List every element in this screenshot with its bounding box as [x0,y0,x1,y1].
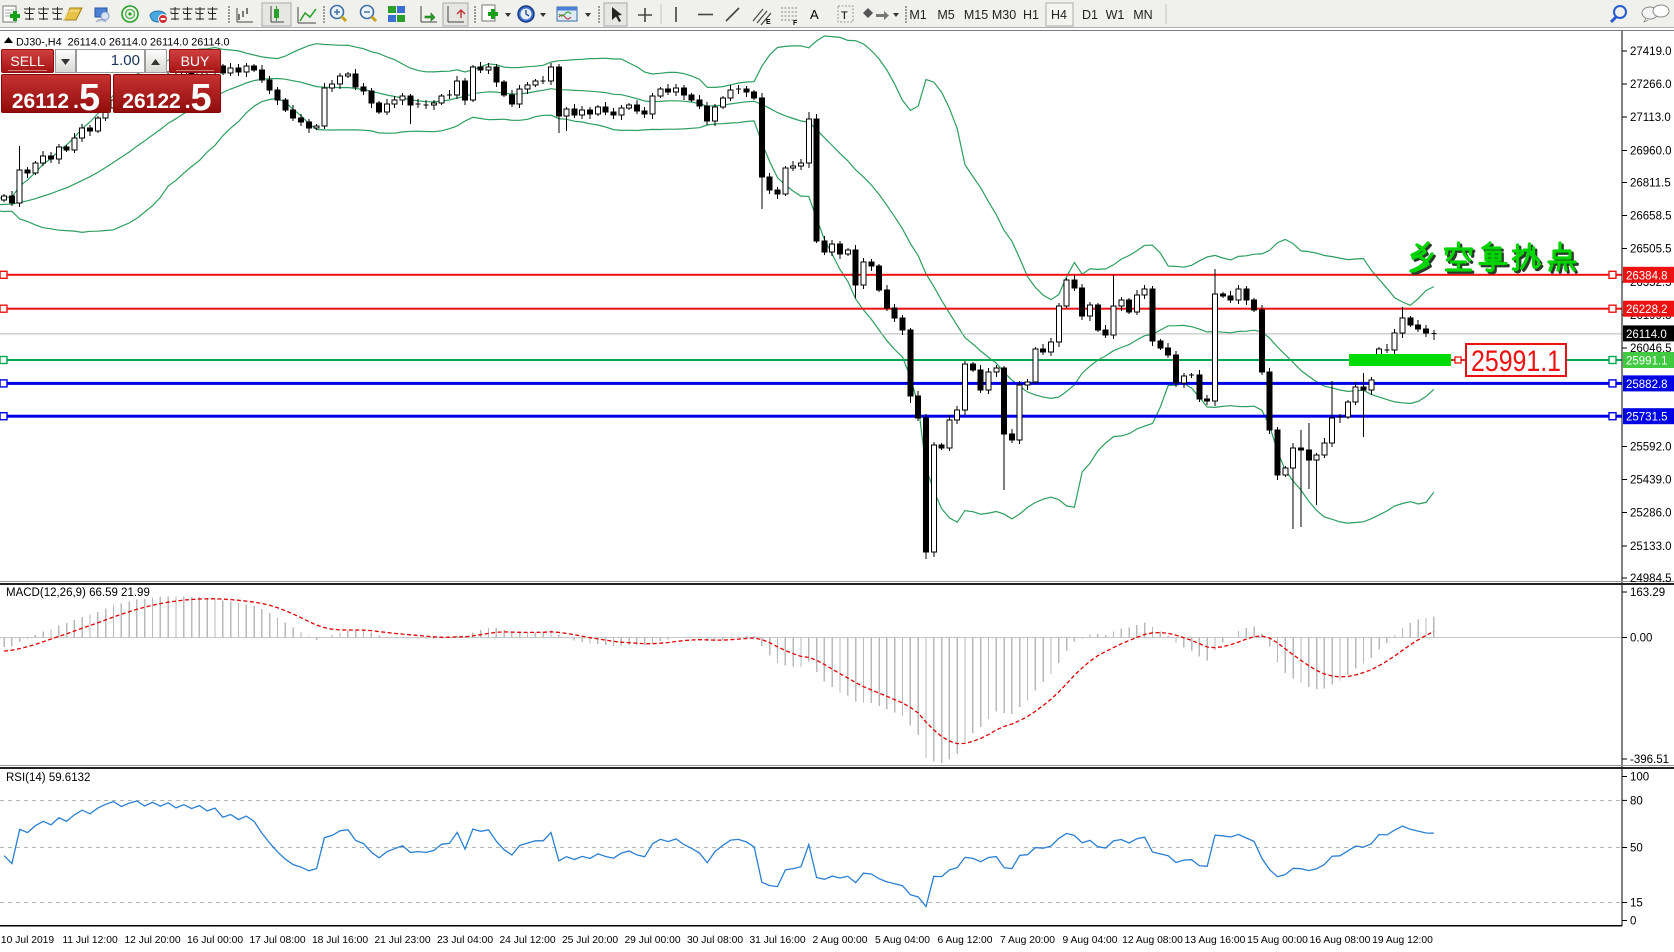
svg-text:0: 0 [1630,916,1636,928]
svg-text:M1: M1 [909,8,926,22]
svg-text:11 Jul 12:00: 11 Jul 12:00 [62,935,118,946]
svg-text:80: 80 [1630,795,1643,807]
svg-text:50: 50 [1630,843,1643,855]
svg-text:9 Aug 04:00: 9 Aug 04:00 [1063,935,1118,946]
svg-text:27113.0: 27113.0 [1630,112,1671,124]
svg-text:25991.1: 25991.1 [1626,356,1668,368]
svg-text:27266.0: 27266.0 [1630,79,1672,91]
svg-text:10 Jul 2019: 10 Jul 2019 [1,935,55,946]
svg-text:15: 15 [1630,898,1643,910]
svg-text:17 Jul 08:00: 17 Jul 08:00 [249,935,305,946]
svg-text:25133.0: 25133.0 [1630,541,1672,553]
svg-text:25731.5: 25731.5 [1626,412,1668,424]
svg-text:W1: W1 [1106,8,1125,22]
svg-text:RSI(14) 59.6132: RSI(14) 59.6132 [6,772,90,784]
svg-text:5 Aug 04:00: 5 Aug 04:00 [875,935,930,946]
svg-text:27419.0: 27419.0 [1630,46,1672,58]
svg-text:6 Aug 12:00: 6 Aug 12:00 [938,935,993,946]
svg-text:H4: H4 [1051,8,1067,22]
svg-text:30 Jul 08:00: 30 Jul 08:00 [687,935,743,946]
svg-text:M15: M15 [964,8,988,22]
svg-text:-396.51: -396.51 [1630,754,1669,766]
svg-text:MACD(12,26,9) 66.59 21.99: MACD(12,26,9) 66.59 21.99 [6,587,150,599]
svg-text:25991.1: 25991.1 [1471,345,1561,378]
svg-text:21 Jul 23:00: 21 Jul 23:00 [374,935,430,946]
svg-text:E: E [766,19,771,26]
svg-text:25286.0: 25286.0 [1630,508,1672,520]
svg-text:2 Aug 00:00: 2 Aug 00:00 [813,935,868,946]
svg-text:26228.2: 26228.2 [1626,304,1668,316]
svg-text:25 Jul 20:00: 25 Jul 20:00 [562,935,618,946]
svg-text:25439.0: 25439.0 [1630,475,1672,487]
svg-text:26505.5: 26505.5 [1630,244,1672,256]
svg-text:T: T [841,10,848,22]
svg-text:26114.0: 26114.0 [1626,329,1667,341]
svg-text:26960.0: 26960.0 [1630,145,1672,157]
svg-text:25592.0: 25592.0 [1630,441,1672,453]
svg-text:A: A [810,7,819,22]
svg-text:15 Aug 00:00: 15 Aug 00:00 [1247,935,1308,946]
svg-text:DJ30-,H4 26114.0 26114.0 2611: DJ30-,H4 26114.0 26114.0 26114.0 26114.0 [16,37,230,49]
svg-text:26811.5: 26811.5 [1630,177,1671,189]
svg-text:18 Jul 16:00: 18 Jul 16:00 [312,935,368,946]
svg-text:F: F [793,20,798,27]
svg-text:25882.8: 25882.8 [1626,379,1668,391]
svg-text:29 Jul 00:00: 29 Jul 00:00 [624,935,680,946]
svg-text:H1: H1 [1023,8,1039,22]
svg-text:16 Aug 08:00: 16 Aug 08:00 [1310,935,1371,946]
svg-text:24 Jul 12:00: 24 Jul 12:00 [499,935,555,946]
svg-text:163.29: 163.29 [1630,587,1665,599]
svg-text:MN: MN [1133,8,1152,22]
svg-text:26384.8: 26384.8 [1626,270,1668,282]
svg-text:13 Aug 16:00: 13 Aug 16:00 [1185,935,1246,946]
svg-text:23 Jul 04:00: 23 Jul 04:00 [437,935,493,946]
svg-text:D1: D1 [1082,8,1098,22]
svg-text:12 Jul 20:00: 12 Jul 20:00 [124,935,180,946]
svg-text:M30: M30 [992,8,1016,22]
svg-text:100: 100 [1630,772,1649,784]
svg-text:24984.5: 24984.5 [1630,573,1672,585]
svg-text:16 Jul 00:00: 16 Jul 00:00 [187,935,243,946]
svg-text:19 Aug 12:00: 19 Aug 12:00 [1372,935,1433,946]
svg-text:7 Aug 20:00: 7 Aug 20:00 [1000,935,1055,946]
svg-text:26658.5: 26658.5 [1630,211,1672,223]
svg-text:M5: M5 [937,8,954,22]
svg-text:12 Aug 08:00: 12 Aug 08:00 [1122,935,1183,946]
svg-text:0.00: 0.00 [1630,633,1652,645]
svg-text:31 Jul 16:00: 31 Jul 16:00 [749,935,805,946]
